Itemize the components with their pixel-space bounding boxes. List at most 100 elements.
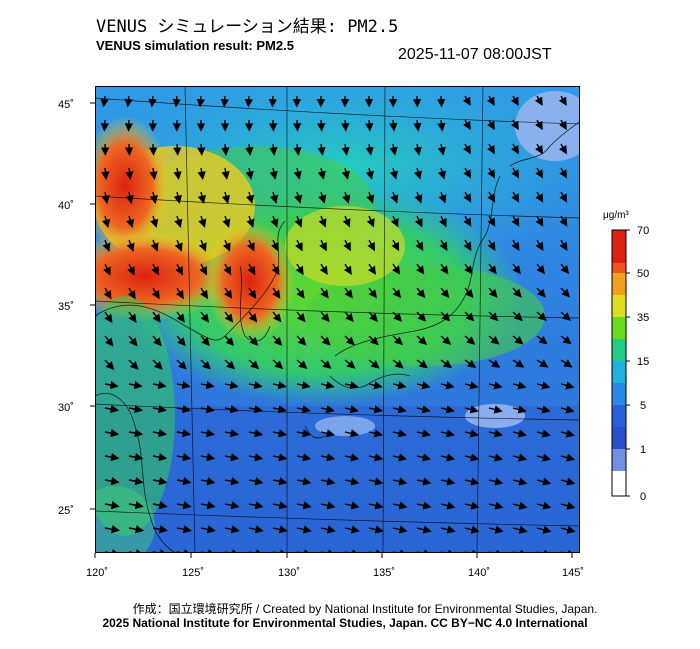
- wind-arrow: [462, 119, 471, 131]
- wind-arrow: [511, 167, 520, 179]
- wind-arrow: [176, 311, 185, 323]
- wind-arrow: [438, 167, 447, 180]
- wind-arrow: [559, 167, 568, 179]
- wind-arrow: [510, 119, 519, 131]
- wind-arrow: [368, 525, 384, 534]
- wind-arrow: [152, 428, 168, 438]
- wind-arrow: [366, 215, 375, 228]
- wind-arrow: [512, 381, 527, 390]
- wind-arrow: [536, 263, 545, 275]
- wind-arrow: [248, 525, 264, 534]
- wind-arrow: [200, 429, 216, 438]
- wind-arrow: [292, 119, 302, 132]
- wind-arrow: [464, 501, 480, 510]
- pm25-map: [95, 86, 580, 553]
- wind-arrow: [100, 95, 109, 108]
- wind-arrow: [392, 453, 408, 462]
- cb-tick-50: 50: [637, 268, 649, 280]
- wind-arrow: [200, 380, 215, 390]
- wind-arrow: [172, 95, 181, 108]
- wind-arrow: [344, 287, 353, 299]
- wind-arrow: [560, 453, 576, 462]
- wind-arrow: [488, 359, 501, 368]
- wind-arrow: [536, 525, 552, 534]
- wind-arrow: [222, 239, 231, 252]
- cb-tick-35: 35: [637, 312, 649, 324]
- wind-arrow: [175, 263, 183, 276]
- wind-arrow: [344, 453, 360, 462]
- wind-arrow: [295, 239, 303, 252]
- wind-arrow: [535, 239, 544, 252]
- wind-arrow: [392, 381, 407, 390]
- wind-arrow: [391, 239, 400, 252]
- wind-arrow: [560, 311, 571, 321]
- wind-arrow: [272, 453, 288, 462]
- wind-arrow: [392, 429, 407, 438]
- wind-arrow: [344, 525, 360, 534]
- wind-arrow: [176, 453, 192, 462]
- wind-arrow: [244, 95, 254, 108]
- wind-arrow: [512, 335, 524, 345]
- wind-arrow: [128, 428, 144, 438]
- wind-arrow: [224, 405, 239, 414]
- wind-arrow: [416, 381, 431, 390]
- wind-arrow: [128, 477, 144, 486]
- wind-arrow: [176, 428, 192, 438]
- wind-arrow: [128, 359, 139, 370]
- wind-arrow: [152, 477, 168, 486]
- wind-arrow: [270, 191, 279, 204]
- wind-arrow: [272, 381, 287, 390]
- wind-arrow: [248, 335, 259, 346]
- wind-arrow: [272, 477, 288, 486]
- wind-arrow: [151, 287, 160, 300]
- wind-arrow: [104, 359, 115, 371]
- cb-tick-0: 0: [640, 491, 646, 503]
- wind-arrow: [389, 119, 398, 132]
- wind-arrow: [535, 167, 544, 179]
- wind-arrow: [245, 167, 254, 180]
- wind-arrow: [464, 429, 479, 438]
- wind-arrow: [341, 119, 350, 132]
- wind-arrow: [200, 525, 216, 534]
- wind-arrow: [463, 239, 472, 252]
- wind-arrow: [320, 405, 335, 414]
- wind-arrow: [463, 215, 472, 227]
- wind-arrow: [176, 380, 191, 390]
- wind-arrow: [511, 239, 520, 252]
- credit-line: 作成：国立環境研究所 / Created by National Institu…: [132, 602, 598, 616]
- wind-arrow: [560, 501, 576, 510]
- wind-arrow: [368, 335, 379, 346]
- wind-arrow: [464, 287, 474, 298]
- wind-arrow: [223, 263, 232, 276]
- wind-arrow: [270, 215, 279, 228]
- wind-arrow: [392, 405, 407, 414]
- wind-arrow: [221, 167, 230, 180]
- wind-arrow: [464, 335, 476, 345]
- wind-arrow: [101, 191, 110, 205]
- wind-arrow: [440, 525, 456, 534]
- wind-arrow: [511, 191, 520, 203]
- wind-arrow: [152, 359, 163, 370]
- wind-arrow: [560, 525, 576, 534]
- cb-tick-70: 70: [637, 225, 649, 237]
- wind-arrow: [534, 119, 543, 131]
- wind-arrow: [535, 143, 543, 155]
- wind-arrow: [293, 167, 302, 180]
- wind-arrow: [438, 191, 447, 204]
- wind-arrow: [536, 359, 549, 368]
- wind-arrow: [248, 380, 263, 390]
- wind-arrow: [176, 404, 191, 414]
- wind-arrow: [560, 429, 575, 438]
- cb-tick-1: 1: [640, 444, 646, 456]
- wind-arrow: [150, 215, 159, 228]
- wind-arrow: [512, 429, 527, 438]
- wind-arrow: [536, 381, 551, 390]
- wind-arrow: [296, 359, 308, 370]
- wind-arrow: [559, 215, 568, 227]
- wind-arrow: [392, 501, 408, 510]
- wind-arrow: [104, 428, 120, 438]
- wind-arrow: [294, 215, 303, 228]
- cb-tick-5: 5: [640, 400, 646, 412]
- wind-arrow: [320, 429, 336, 438]
- wind-arrow: [366, 191, 375, 204]
